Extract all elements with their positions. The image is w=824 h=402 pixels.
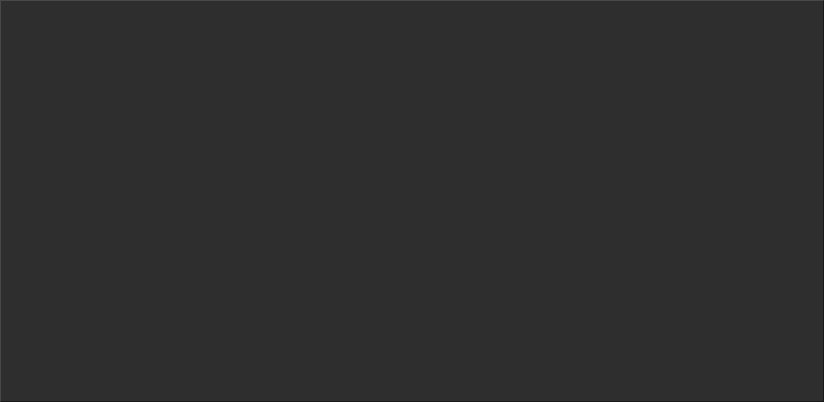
x-axis-labels bbox=[1, 321, 823, 341]
summary-stats-bar bbox=[1, 367, 823, 391]
